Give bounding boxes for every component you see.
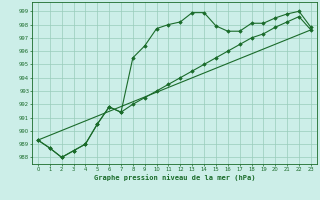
X-axis label: Graphe pression niveau de la mer (hPa): Graphe pression niveau de la mer (hPa) bbox=[94, 174, 255, 181]
